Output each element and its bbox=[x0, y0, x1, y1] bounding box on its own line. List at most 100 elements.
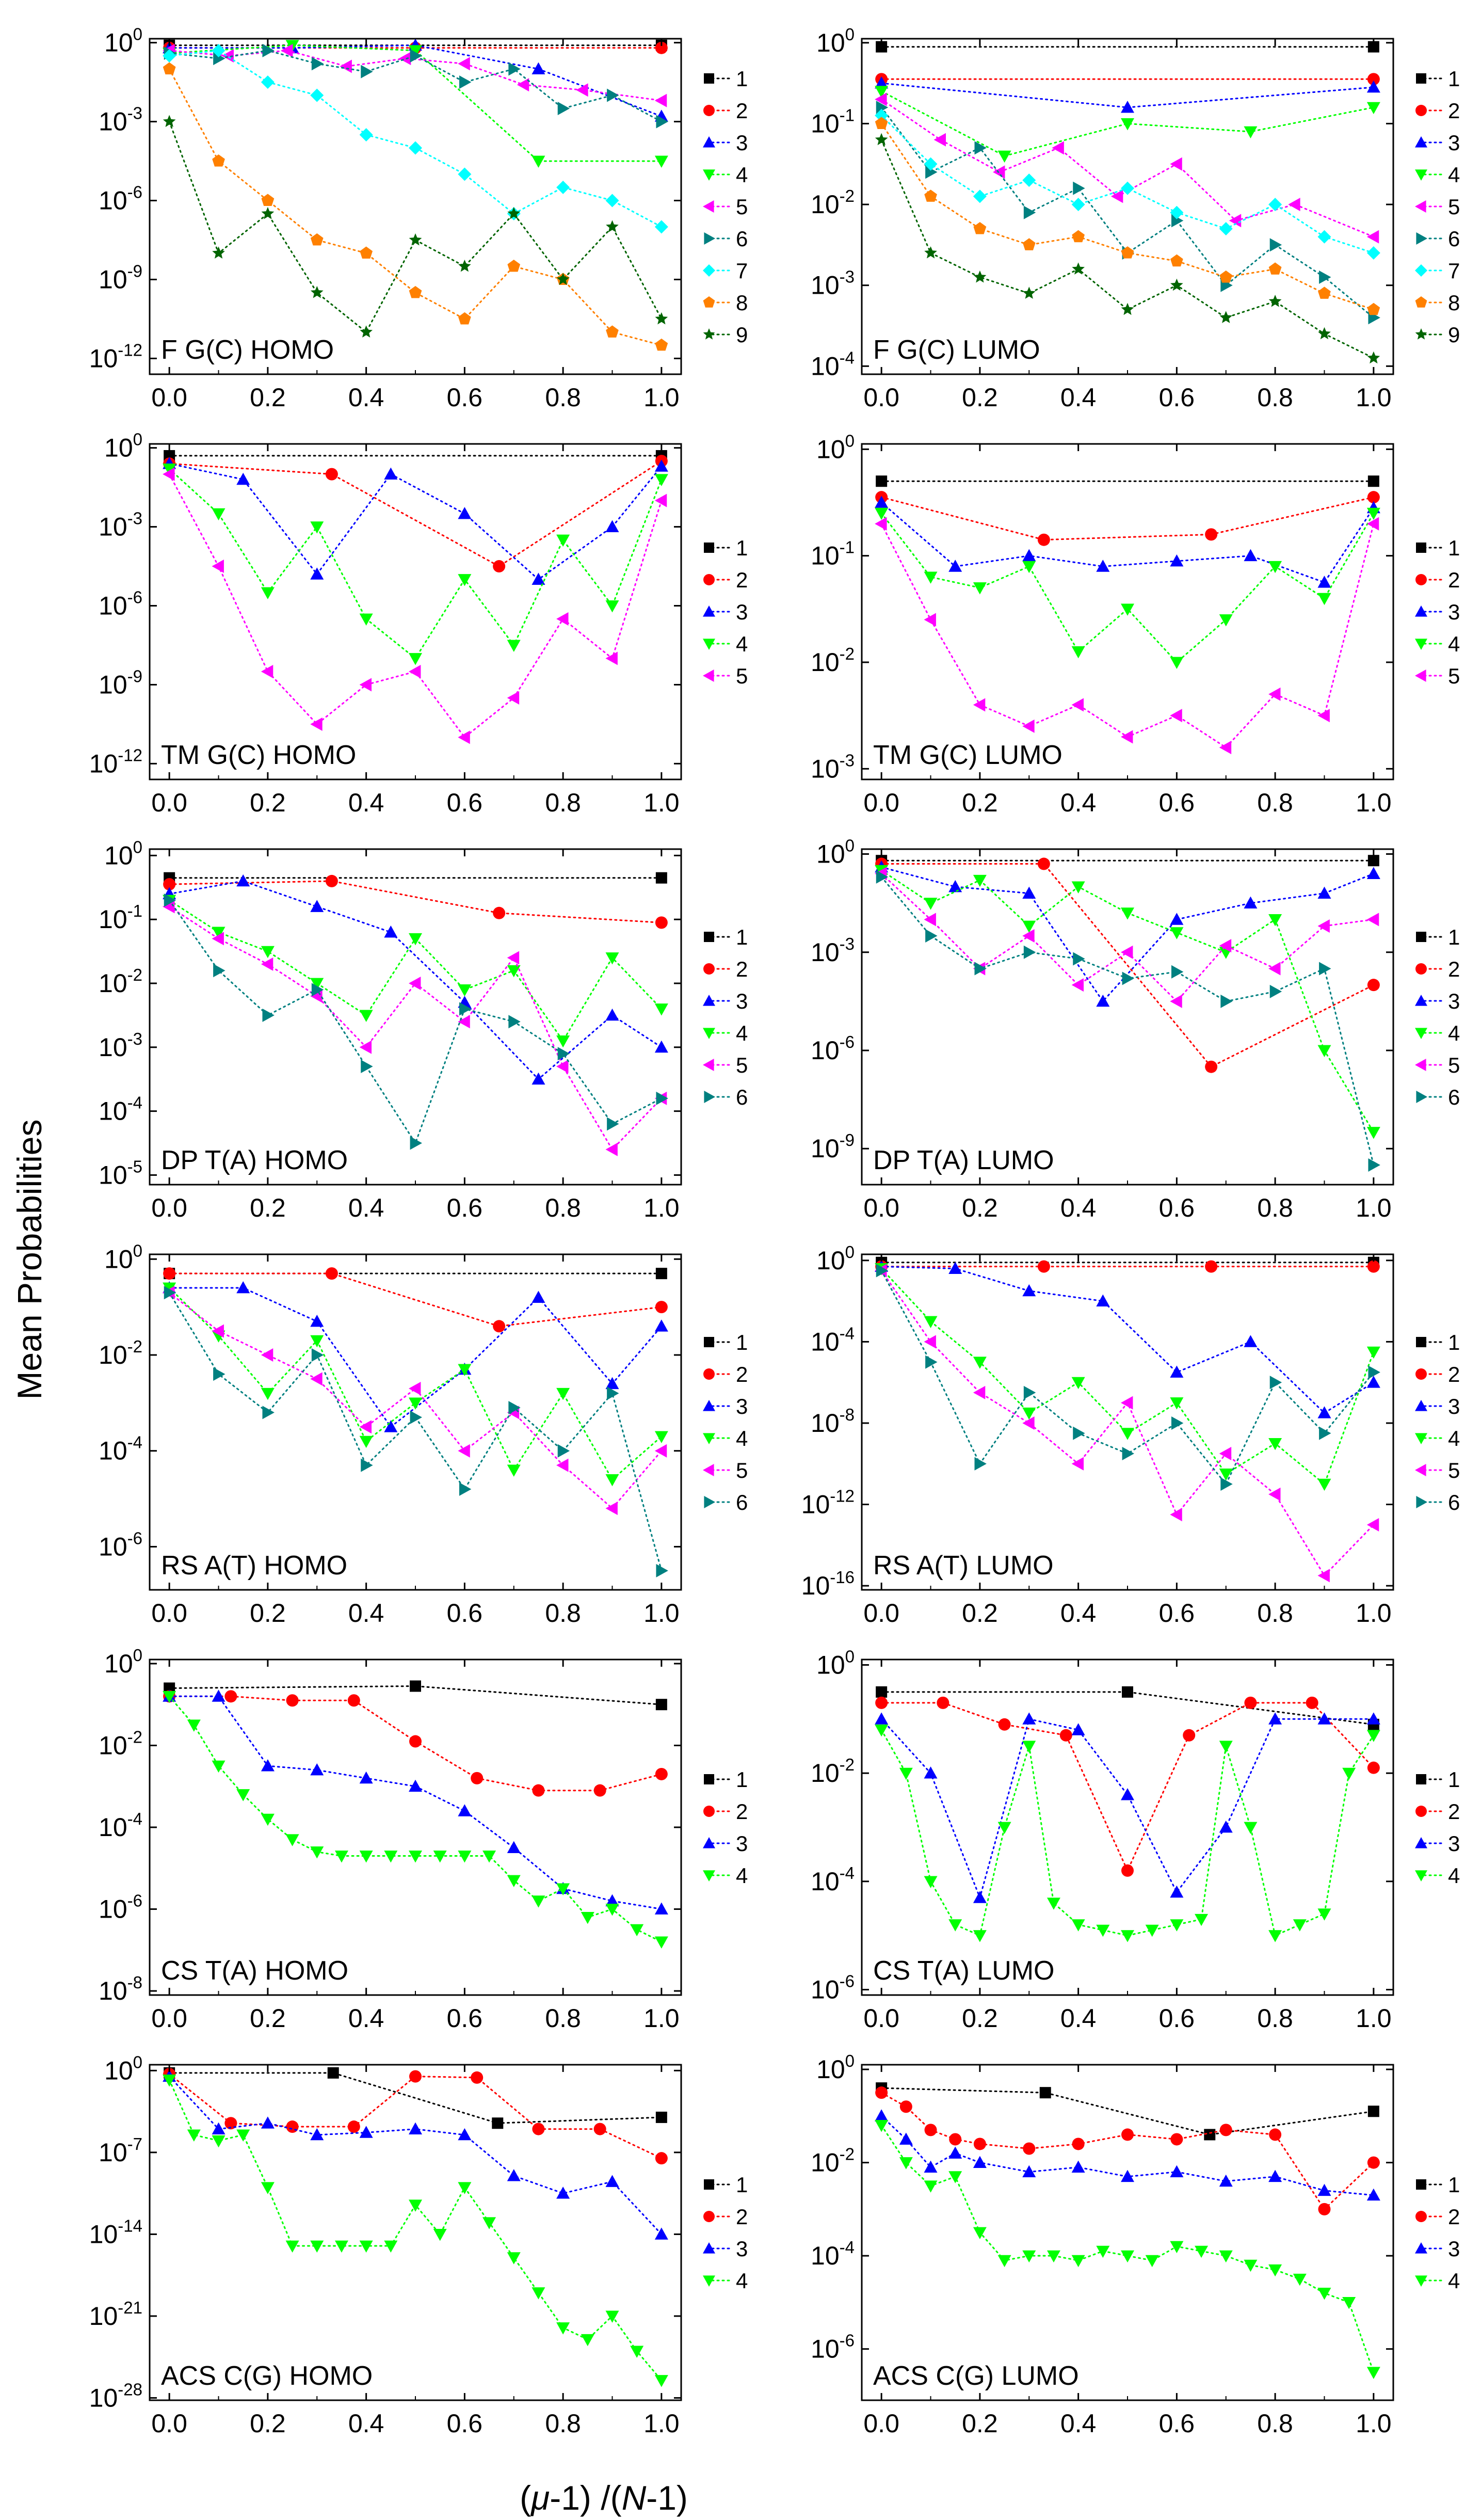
chart-panel: 0.0 0.2 0.4 0.6 0.8 1.0 100 10-2 10-4 10-6 RS A(T)… bbox=[99, 1241, 748, 1628]
data-point-series-1 bbox=[1367, 2106, 1379, 2117]
series-line-4 bbox=[880, 2124, 1375, 2373]
data-point-series-2 bbox=[1244, 1696, 1257, 1709]
data-point-series-3 bbox=[1170, 913, 1184, 925]
series-line-5 bbox=[880, 873, 1375, 1003]
legend: 1 2 3 4 5 6 bbox=[703, 1330, 748, 1514]
data-point-series-5 bbox=[1121, 730, 1133, 744]
data-point-series-7 bbox=[1268, 198, 1282, 212]
legend-label: 1 bbox=[1448, 536, 1460, 560]
x-tick-label: 0.8 bbox=[545, 2409, 581, 2438]
data-point-series-3 bbox=[236, 472, 250, 485]
data-point-series-4 bbox=[1047, 2250, 1060, 2263]
data-point-series-3 bbox=[1022, 886, 1036, 899]
data-point-series-3 bbox=[948, 1262, 962, 1274]
data-point-series-6 bbox=[1269, 984, 1282, 998]
data-point-series-4 bbox=[187, 1719, 201, 1732]
data-point-series-3 bbox=[1071, 1723, 1085, 1735]
data-point-series-5 bbox=[1268, 962, 1281, 976]
data-point-series-4 bbox=[875, 86, 889, 98]
data-point-series-2 bbox=[1205, 1060, 1218, 1073]
data-point-series-4 bbox=[384, 2240, 398, 2253]
y-tick-label: 10-4 bbox=[811, 1323, 855, 1356]
data-point-series-4 bbox=[1022, 1741, 1036, 1753]
x-tick-label: 1.0 bbox=[1356, 1599, 1392, 1628]
x-tick-label: 1.0 bbox=[643, 788, 680, 817]
plot-frame bbox=[149, 1658, 682, 1996]
data-point-series-6 bbox=[974, 962, 987, 976]
data-point-series-3 bbox=[458, 507, 472, 519]
data-point-series-5 bbox=[359, 1420, 372, 1434]
data-point-series-4 bbox=[1366, 1127, 1380, 1139]
x-tick-label: 0.2 bbox=[962, 1599, 998, 1628]
series-line-5 bbox=[168, 473, 663, 739]
data-point-series-5 bbox=[1219, 741, 1232, 755]
data-point-series-4 bbox=[1022, 561, 1036, 573]
legend-label: 4 bbox=[736, 163, 748, 187]
data-point-series-2 bbox=[224, 1690, 237, 1703]
x-tick-label: 0.4 bbox=[1060, 2409, 1097, 2438]
data-point-series-4 bbox=[1219, 1741, 1233, 1753]
legend-marker-1 bbox=[704, 1774, 714, 1784]
data-point-series-1 bbox=[1039, 2087, 1051, 2099]
x-tick-label: 0.8 bbox=[1257, 2409, 1293, 2438]
data-point-series-4 bbox=[1293, 2273, 1307, 2286]
x-tick-label: 0.8 bbox=[1257, 383, 1293, 412]
y-tick-label: 10-12 bbox=[89, 745, 142, 778]
x-tick-label: 0.0 bbox=[863, 788, 899, 817]
x-tick-label: 0.2 bbox=[250, 1599, 286, 1628]
data-point-series-7 bbox=[163, 49, 176, 63]
data-point-series-4 bbox=[948, 1919, 962, 1932]
panel-label: F G(C) HOMO bbox=[161, 335, 334, 365]
series-group bbox=[163, 1680, 668, 1949]
legend-label: 2 bbox=[736, 1362, 748, 1386]
data-point-series-2 bbox=[347, 2120, 360, 2133]
data-point-series-6 bbox=[164, 894, 176, 907]
data-point-series-4 bbox=[556, 2322, 570, 2335]
y-tick-label: 10-6 bbox=[99, 183, 142, 215]
data-point-series-6 bbox=[925, 1355, 938, 1369]
data-point-series-3 bbox=[409, 2122, 422, 2134]
series-line-7 bbox=[168, 50, 663, 228]
legend-marker-2 bbox=[703, 2211, 715, 2222]
data-point-series-1 bbox=[655, 1268, 667, 1280]
data-point-series-2 bbox=[286, 2120, 299, 2133]
data-point-series-4 bbox=[556, 1387, 570, 1400]
series-line-4 bbox=[168, 899, 663, 1043]
plot-frame bbox=[149, 848, 682, 1186]
data-point-series-4 bbox=[556, 1883, 570, 1895]
x-tick-label: 0.8 bbox=[1257, 1193, 1293, 1222]
x-tick-label: 0.0 bbox=[151, 788, 187, 817]
data-point-series-3 bbox=[1366, 80, 1380, 93]
data-point-series-2 bbox=[1219, 2124, 1232, 2136]
data-point-series-3 bbox=[458, 1804, 472, 1816]
data-point-series-5 bbox=[458, 57, 470, 71]
data-point-series-6 bbox=[1368, 1158, 1380, 1172]
x-tick-label: 0.6 bbox=[447, 1193, 483, 1222]
y-tick-label: 10-2 bbox=[811, 644, 855, 677]
data-point-series-5 bbox=[875, 92, 887, 106]
series-line-2 bbox=[168, 1272, 663, 1327]
x-tick-label: 0.8 bbox=[545, 1599, 581, 1628]
data-point-series-5 bbox=[1170, 994, 1182, 1008]
data-point-series-6 bbox=[925, 165, 938, 179]
data-point-series-4 bbox=[310, 1846, 324, 1859]
data-point-series-4 bbox=[581, 1911, 594, 1924]
data-point-series-3 bbox=[605, 1008, 619, 1021]
legend-label: 6 bbox=[1448, 1085, 1460, 1109]
plot-frame bbox=[149, 38, 682, 375]
data-point-series-5 bbox=[1317, 1569, 1330, 1583]
x-tick-label: 1.0 bbox=[1356, 383, 1392, 412]
data-point-series-5 bbox=[1366, 913, 1379, 927]
legend-label: 3 bbox=[1448, 1394, 1460, 1418]
x-tick-label: 0.2 bbox=[962, 788, 998, 817]
data-point-series-2 bbox=[1121, 2128, 1134, 2141]
panel-label: CS T(A) LUMO bbox=[873, 1956, 1055, 1986]
data-point-series-4 bbox=[409, 1397, 422, 1410]
legend-marker-6 bbox=[1416, 1496, 1427, 1508]
data-point-series-3 bbox=[1096, 560, 1110, 572]
data-point-series-4 bbox=[1170, 657, 1184, 669]
data-point-series-6 bbox=[656, 115, 668, 129]
data-point-series-4 bbox=[1071, 2255, 1085, 2268]
data-point-series-3 bbox=[1096, 1294, 1110, 1307]
data-point-series-4 bbox=[654, 1431, 668, 1443]
